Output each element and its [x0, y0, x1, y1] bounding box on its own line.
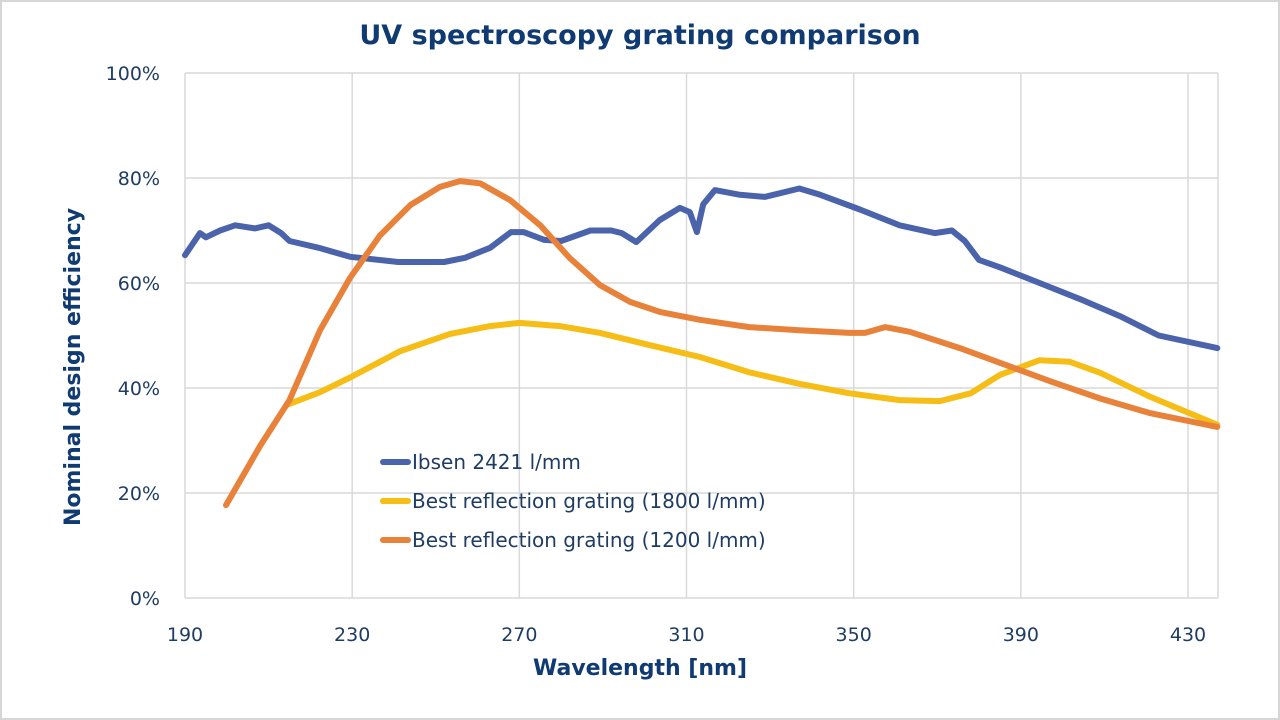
legend-item: Ibsen 2421 l/mm	[380, 450, 581, 474]
x-tick-label: 430	[1170, 624, 1206, 646]
x-axis-label: Wavelength [nm]	[533, 656, 747, 681]
x-tick-label: 270	[501, 624, 537, 646]
legend: Ibsen 2421 l/mm Best reflection grating (…	[380, 450, 766, 552]
x-tick-label: 190	[167, 624, 203, 646]
x-axis-ticks: 190 230 270 310 350 390 430	[167, 624, 1206, 646]
y-tick-label: 80%	[118, 168, 160, 190]
x-tick-label: 350	[836, 624, 872, 646]
y-tick-label: 100%	[106, 63, 160, 85]
legend-item: Best reflection grating (1200 l/mm)	[380, 528, 766, 552]
series-group	[182, 178, 1221, 509]
legend-label: Ibsen 2421 l/mm	[412, 450, 581, 474]
legend-label: Best reflection grating (1200 l/mm)	[412, 528, 766, 552]
x-tick-label: 230	[334, 624, 370, 646]
y-axis-label: Nominal design efficiency	[61, 208, 86, 526]
y-axis-ticks: 0% 20% 40% 60% 80% 100%	[106, 63, 160, 610]
gridlines	[184, 72, 1219, 599]
legend-label: Best reflection grating (1800 l/mm)	[412, 489, 766, 513]
series-line-2	[284, 319, 1221, 428]
legend-item: Best reflection grating (1800 l/mm)	[380, 489, 766, 513]
chart-title: UV spectroscopy grating comparison	[359, 20, 920, 51]
y-tick-label: 40%	[118, 378, 160, 400]
x-tick-label: 390	[1003, 624, 1039, 646]
y-tick-label: 0%	[130, 588, 160, 610]
y-tick-label: 20%	[118, 483, 160, 505]
y-tick-label: 60%	[118, 273, 160, 295]
series-line-1	[182, 185, 1221, 352]
x-tick-label: 310	[668, 624, 704, 646]
series-line-3	[223, 178, 1221, 509]
